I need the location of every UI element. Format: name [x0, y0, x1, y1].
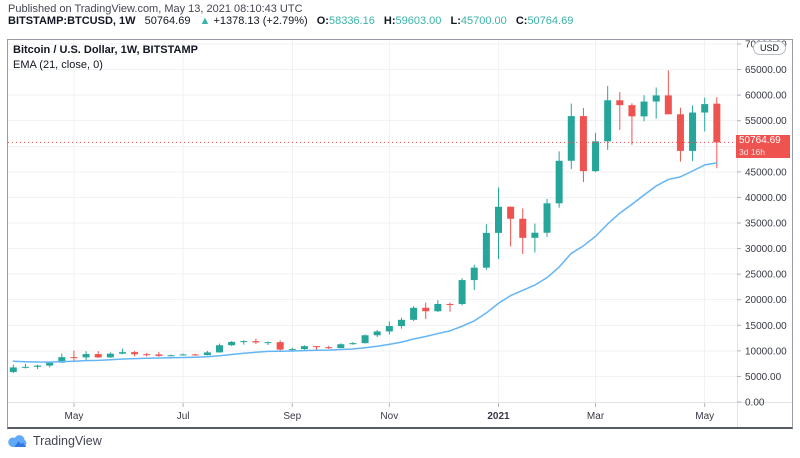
- svg-text:5000.00: 5000.00: [745, 372, 782, 383]
- svg-text:30000.00: 30000.00: [745, 244, 787, 255]
- legend-symbol-title[interactable]: Bitcoin / U.S. Dollar, 1W, BITSTAMP: [13, 44, 198, 56]
- symbol-ohlc-line: BITSTAMP:BTCUSD, 1W 50764.69 ▲ +1378.13 …: [8, 15, 573, 27]
- svg-text:60000.00: 60000.00: [745, 91, 787, 102]
- last-price-badge: 50764.69 3d 16h: [736, 135, 790, 159]
- open-value: 58336.16: [328, 15, 375, 27]
- svg-text:May: May: [64, 411, 83, 422]
- svg-text:65000.00: 65000.00: [745, 65, 787, 76]
- last-price-badge-value: 50764.69: [739, 135, 781, 147]
- svg-text:Nov: Nov: [380, 411, 398, 422]
- low-label: L:: [450, 15, 461, 27]
- high-value: 59603.00: [395, 15, 442, 27]
- svg-text:Jul: Jul: [177, 411, 190, 422]
- open-label: O:: [316, 15, 329, 27]
- svg-text:45000.00: 45000.00: [745, 167, 787, 178]
- svg-text:25000.00: 25000.00: [745, 270, 787, 281]
- currency-badge[interactable]: USD: [753, 41, 787, 55]
- change-up-arrow-icon: ▲: [199, 15, 211, 27]
- svg-text:10000.00: 10000.00: [745, 346, 787, 357]
- last-price: 50764.69: [144, 15, 191, 27]
- svg-text:Sep: Sep: [283, 411, 301, 422]
- published-line: Published on TradingView.com, May 13, 20…: [8, 3, 303, 15]
- tradingview-link[interactable]: TradingView: [8, 434, 102, 448]
- tradingview-brand-text: TradingView: [33, 434, 102, 448]
- low-value: 45700.00: [460, 15, 507, 27]
- bar-close-countdown: 3d 16h: [739, 146, 765, 157]
- close-value: 50764.69: [527, 15, 574, 27]
- close-label: C:: [515, 15, 528, 27]
- symbol-name: BITSTAMP:BTCUSD, 1W: [8, 15, 136, 27]
- svg-text:15000.00: 15000.00: [745, 321, 787, 332]
- svg-text:2021: 2021: [487, 411, 510, 422]
- high-label: H:: [383, 15, 396, 27]
- chart-widget: May Jul Sep Nov 2021 Mar May 0.00 5000.00 10000.0…: [7, 39, 793, 429]
- svg-text:35000.00: 35000.00: [745, 219, 787, 230]
- svg-text:Mar: Mar: [587, 411, 605, 422]
- svg-text:May: May: [695, 411, 714, 422]
- chart-legend: Bitcoin / U.S. Dollar, 1W, BITSTAMP EMA …: [13, 43, 198, 73]
- legend-ema-indicator[interactable]: EMA (21, close, 0): [13, 59, 103, 71]
- svg-text:0.00: 0.00: [745, 398, 765, 409]
- price-chart-canvas: May Jul Sep Nov 2021 Mar May 0.00 5000.00 10000.0…: [8, 40, 792, 427]
- svg-text:40000.00: 40000.00: [745, 193, 787, 204]
- svg-text:55000.00: 55000.00: [745, 116, 787, 127]
- svg-text:20000.00: 20000.00: [745, 295, 787, 306]
- change-value: +1378.13 (+2.79%): [213, 15, 308, 27]
- tradingview-logo-icon: [8, 434, 27, 447]
